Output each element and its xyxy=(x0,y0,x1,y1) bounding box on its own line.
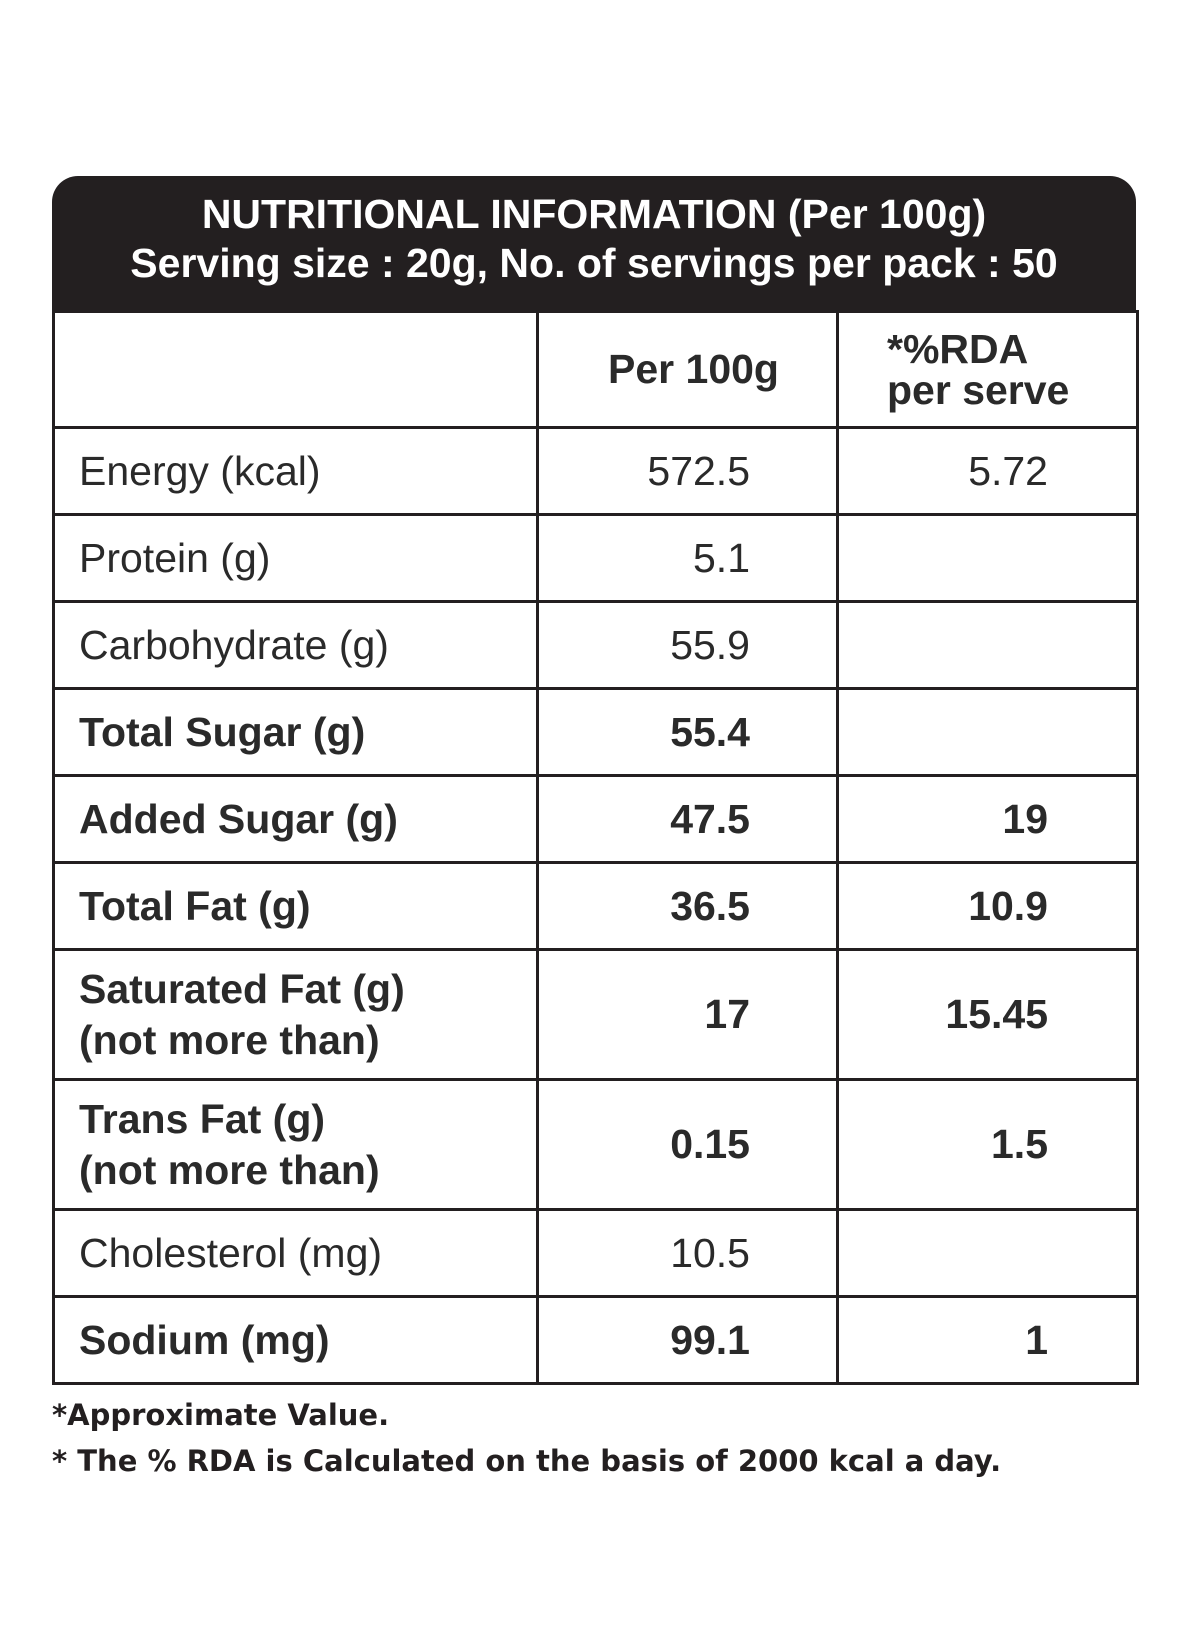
table-row: Protein (g) 5.1 xyxy=(52,513,1139,603)
table-row: Carbohydrate (g) 55.9 xyxy=(52,600,1139,690)
table-row: Total Fat (g) 36.5 10.9 xyxy=(52,861,1139,951)
nutrient-name: Total Fat (g) xyxy=(79,882,311,929)
nutrition-panel: NUTRITIONAL INFORMATION (Per 100g) Servi… xyxy=(52,176,1139,1385)
table-row: Total Sugar (g) 55.4 xyxy=(52,687,1139,777)
nutrition-table: Per 100g *%RDA per serve Energy (kcal) 57… xyxy=(52,310,1139,1385)
per-100g-value: 55.9 xyxy=(536,600,839,690)
rda-value xyxy=(836,1208,1139,1298)
per-100g-value: 5.1 xyxy=(536,513,839,603)
per-100g-value: 17 xyxy=(536,948,839,1081)
nutrient-name: Total Sugar (g) xyxy=(79,708,366,755)
table-row: Trans Fat (g) (not more than) 0.15 1.5 xyxy=(52,1078,1139,1211)
nutrient-name-cell: Saturated Fat (g) (not more than) xyxy=(52,948,539,1081)
table-row: Energy (kcal) 572.5 5.72 xyxy=(52,426,1139,516)
rda-header-line2: per serve xyxy=(887,366,1070,413)
rda-value xyxy=(836,600,1139,690)
nutrient-name-cell: Added Sugar (g) xyxy=(52,774,539,864)
rda-value xyxy=(836,513,1139,603)
per-100g-value: 572.5 xyxy=(536,426,839,516)
rda-value: 19 xyxy=(836,774,1139,864)
per-100g-value: 10.5 xyxy=(536,1208,839,1298)
rda-value: 1 xyxy=(836,1295,1139,1385)
nutrition-header: NUTRITIONAL INFORMATION (Per 100g) Servi… xyxy=(52,176,1136,310)
nutrient-name: Energy (kcal) xyxy=(79,447,321,494)
nutrient-name-cell: Cholesterol (mg) xyxy=(52,1208,539,1298)
rda-value: 15.45 xyxy=(836,948,1139,1081)
nutrition-rows: Energy (kcal) 572.5 5.72 Protein (g) 5.1 Carb… xyxy=(52,426,1139,1385)
nutrient-name: Carbohydrate (g) xyxy=(79,621,389,668)
table-row: Added Sugar (g) 47.5 19 xyxy=(52,774,1139,864)
rda-header-line1: *%RDA xyxy=(887,325,1029,372)
nutrient-name-cell: Total Fat (g) xyxy=(52,861,539,951)
table-header-row: Per 100g *%RDA per serve xyxy=(52,310,1139,429)
nutrient-name-cell: Protein (g) xyxy=(52,513,539,603)
rda-value: 5.72 xyxy=(836,426,1139,516)
nutrient-name-cell: Total Sugar (g) xyxy=(52,687,539,777)
nutrient-name: Cholesterol (mg) xyxy=(79,1229,383,1276)
nutrient-name-cell: Carbohydrate (g) xyxy=(52,600,539,690)
nutrient-name-cell: Energy (kcal) xyxy=(52,426,539,516)
per-100g-value: 99.1 xyxy=(536,1295,839,1385)
footnote-rda-basis: * The % RDA is Calculated on the basis o… xyxy=(52,1444,1002,1478)
rda-value: 10.9 xyxy=(836,861,1139,951)
nutrient-name: Sodium (mg) xyxy=(79,1316,330,1363)
nutrition-title: NUTRITIONAL INFORMATION (Per 100g) xyxy=(201,191,987,237)
nutrient-name-cell: Trans Fat (g) (not more than) xyxy=(52,1078,539,1211)
nutrient-name: Saturated Fat (g) xyxy=(79,965,405,1012)
nutrient-name: Protein (g) xyxy=(79,534,271,581)
per-100g-value: 0.15 xyxy=(536,1078,839,1211)
footnotes: *Approximate Value. * The % RDA is Calcu… xyxy=(52,1392,1001,1484)
nutrient-column-header xyxy=(52,310,539,429)
per-100g-column-header: Per 100g xyxy=(536,310,839,429)
nutrient-qualifier: (not more than) xyxy=(79,1146,380,1193)
rda-value: 1.5 xyxy=(836,1078,1139,1211)
nutrient-name: Added Sugar (g) xyxy=(79,795,398,842)
rda-column-header: *%RDA per serve xyxy=(836,310,1139,429)
per-100g-value: 36.5 xyxy=(536,861,839,951)
table-row: Sodium (mg) 99.1 1 xyxy=(52,1295,1139,1385)
nutrient-qualifier: (not more than) xyxy=(79,1016,380,1063)
per-100g-value: 47.5 xyxy=(536,774,839,864)
nutrient-name-cell: Sodium (mg) xyxy=(52,1295,539,1385)
per-100g-value: 55.4 xyxy=(536,687,839,777)
table-row: Cholesterol (mg) 10.5 xyxy=(52,1208,1139,1298)
nutrient-name: Trans Fat (g) xyxy=(79,1095,326,1142)
serving-info: Serving size : 20g, No. of servings per … xyxy=(130,240,1058,286)
footnote-approx: *Approximate Value. xyxy=(52,1398,390,1432)
table-row: Saturated Fat (g) (not more than) 17 15.45 xyxy=(52,948,1139,1081)
rda-value xyxy=(836,687,1139,777)
